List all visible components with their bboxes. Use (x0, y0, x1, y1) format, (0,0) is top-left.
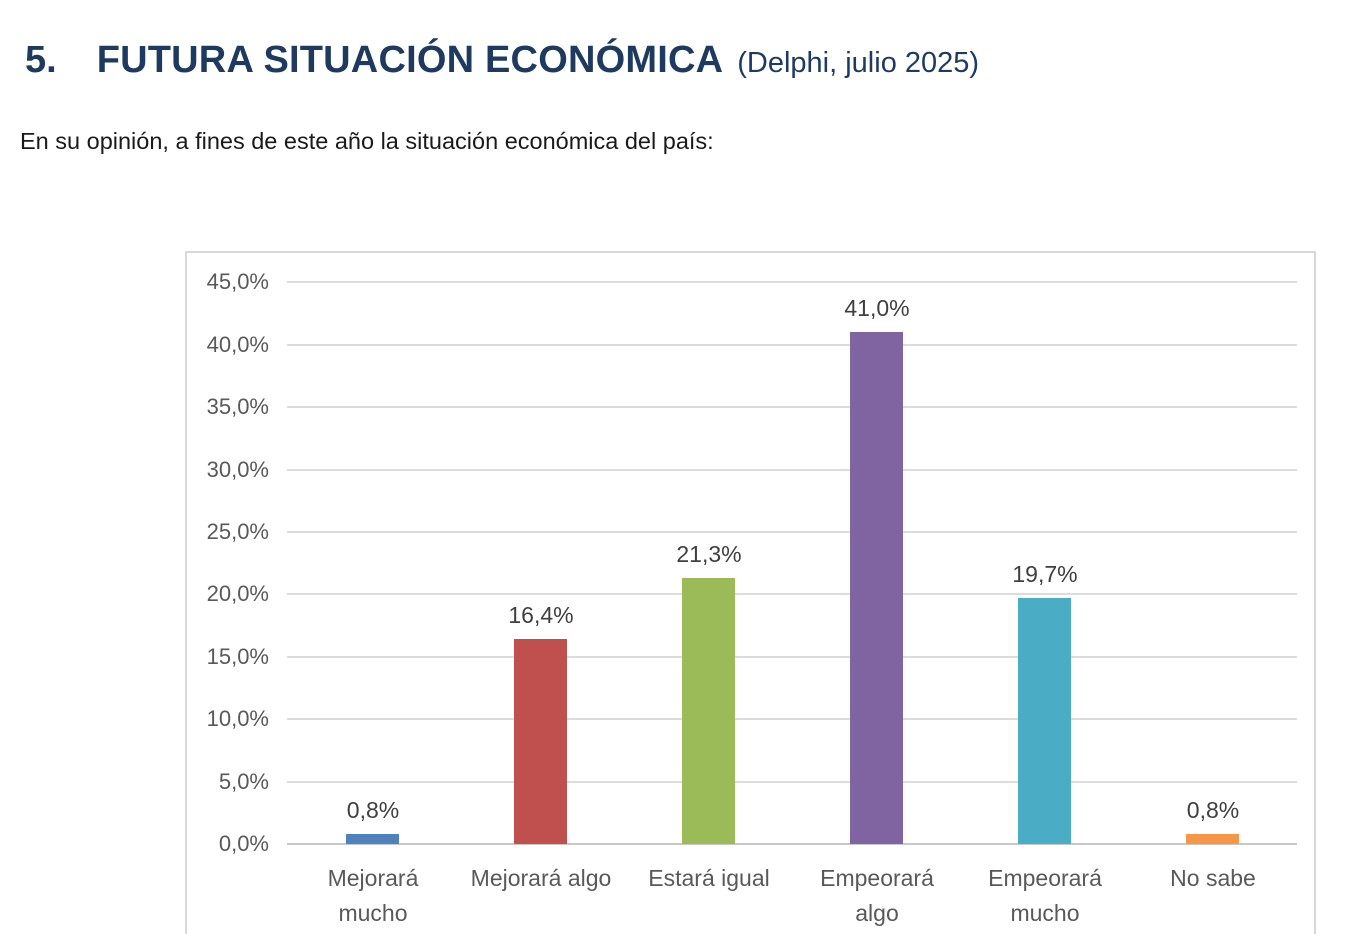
y-tick-label-0: 0,0% (218, 831, 269, 856)
title-note: (Delphi, julio 2025) (737, 47, 980, 79)
y-gridline-40 (287, 344, 1297, 346)
question-text: En su opinión, a fines de este año la si… (20, 128, 714, 154)
bar-estara-igual (682, 578, 735, 844)
page-title: FUTURA SITUACIÓN ECONÓMICA (96, 39, 724, 81)
y-tick-label-30: 30,0% (206, 457, 269, 482)
category-label-mejorara-mucho: Mejorará mucho (327, 865, 419, 926)
y-gridline-20 (287, 593, 1297, 595)
bar-empeorara-algo (850, 332, 903, 844)
y-tick-label-20: 20,0% (206, 581, 269, 606)
y-tick-label-35: 35,0% (206, 394, 269, 419)
bar-no-sabe (1186, 834, 1239, 844)
bar-value-label-estara-igual: 21,3% (676, 541, 742, 567)
y-tick-label-10: 10,0% (206, 706, 269, 731)
bar-value-label-mejorara-algo: 16,4% (508, 602, 574, 628)
y-tick-label-5: 5,0% (218, 769, 269, 794)
bar-mejorara-mucho (346, 834, 399, 844)
bar-value-label-empeorara-algo: 41,0% (844, 295, 910, 321)
y-gridline-45 (287, 281, 1297, 283)
category-label-mejorara-algo: Mejorará algo (470, 865, 612, 891)
chart-frame: 45,0% 40,0% 35,0% 30,0% 25,0% 20,0% 15,0% 10,0%… (185, 251, 1316, 934)
y-gridline-35 (287, 406, 1297, 408)
y-gridline-5 (287, 781, 1297, 783)
x-axis-line (287, 843, 1297, 845)
bar-mejorara-algo (514, 639, 567, 844)
y-tick-label-40: 40,0% (206, 332, 269, 357)
bar-value-label-no-sabe: 0,8% (1186, 797, 1240, 823)
category-label-empeorara-algo: Empeorará algo (820, 865, 934, 926)
y-tick-label-45: 45,0% (206, 269, 269, 294)
y-tick-label-25: 25,0% (206, 519, 269, 544)
category-label-estara-igual: Estará igual (648, 865, 770, 891)
category-label-no-sabe: No sabe (1170, 865, 1256, 891)
y-gridline-10 (287, 718, 1297, 720)
y-tick-label-15: 15,0% (206, 644, 269, 669)
y-gridline-15 (287, 656, 1297, 658)
y-gridline-25 (287, 531, 1297, 533)
bar-empeorara-mucho (1018, 598, 1071, 844)
section-number: 5. (25, 39, 57, 81)
y-gridline-30 (287, 469, 1297, 471)
bar-value-label-empeorara-mucho: 19,7% (1012, 561, 1078, 587)
bar-value-label-mejorara-mucho: 0,8% (346, 797, 400, 823)
page-header: 5. FUTURA SITUACIÓN ECONÓMICA (Delphi, j… (25, 39, 980, 82)
category-label-empeorara-mucho: Empeorará mucho (988, 865, 1102, 926)
